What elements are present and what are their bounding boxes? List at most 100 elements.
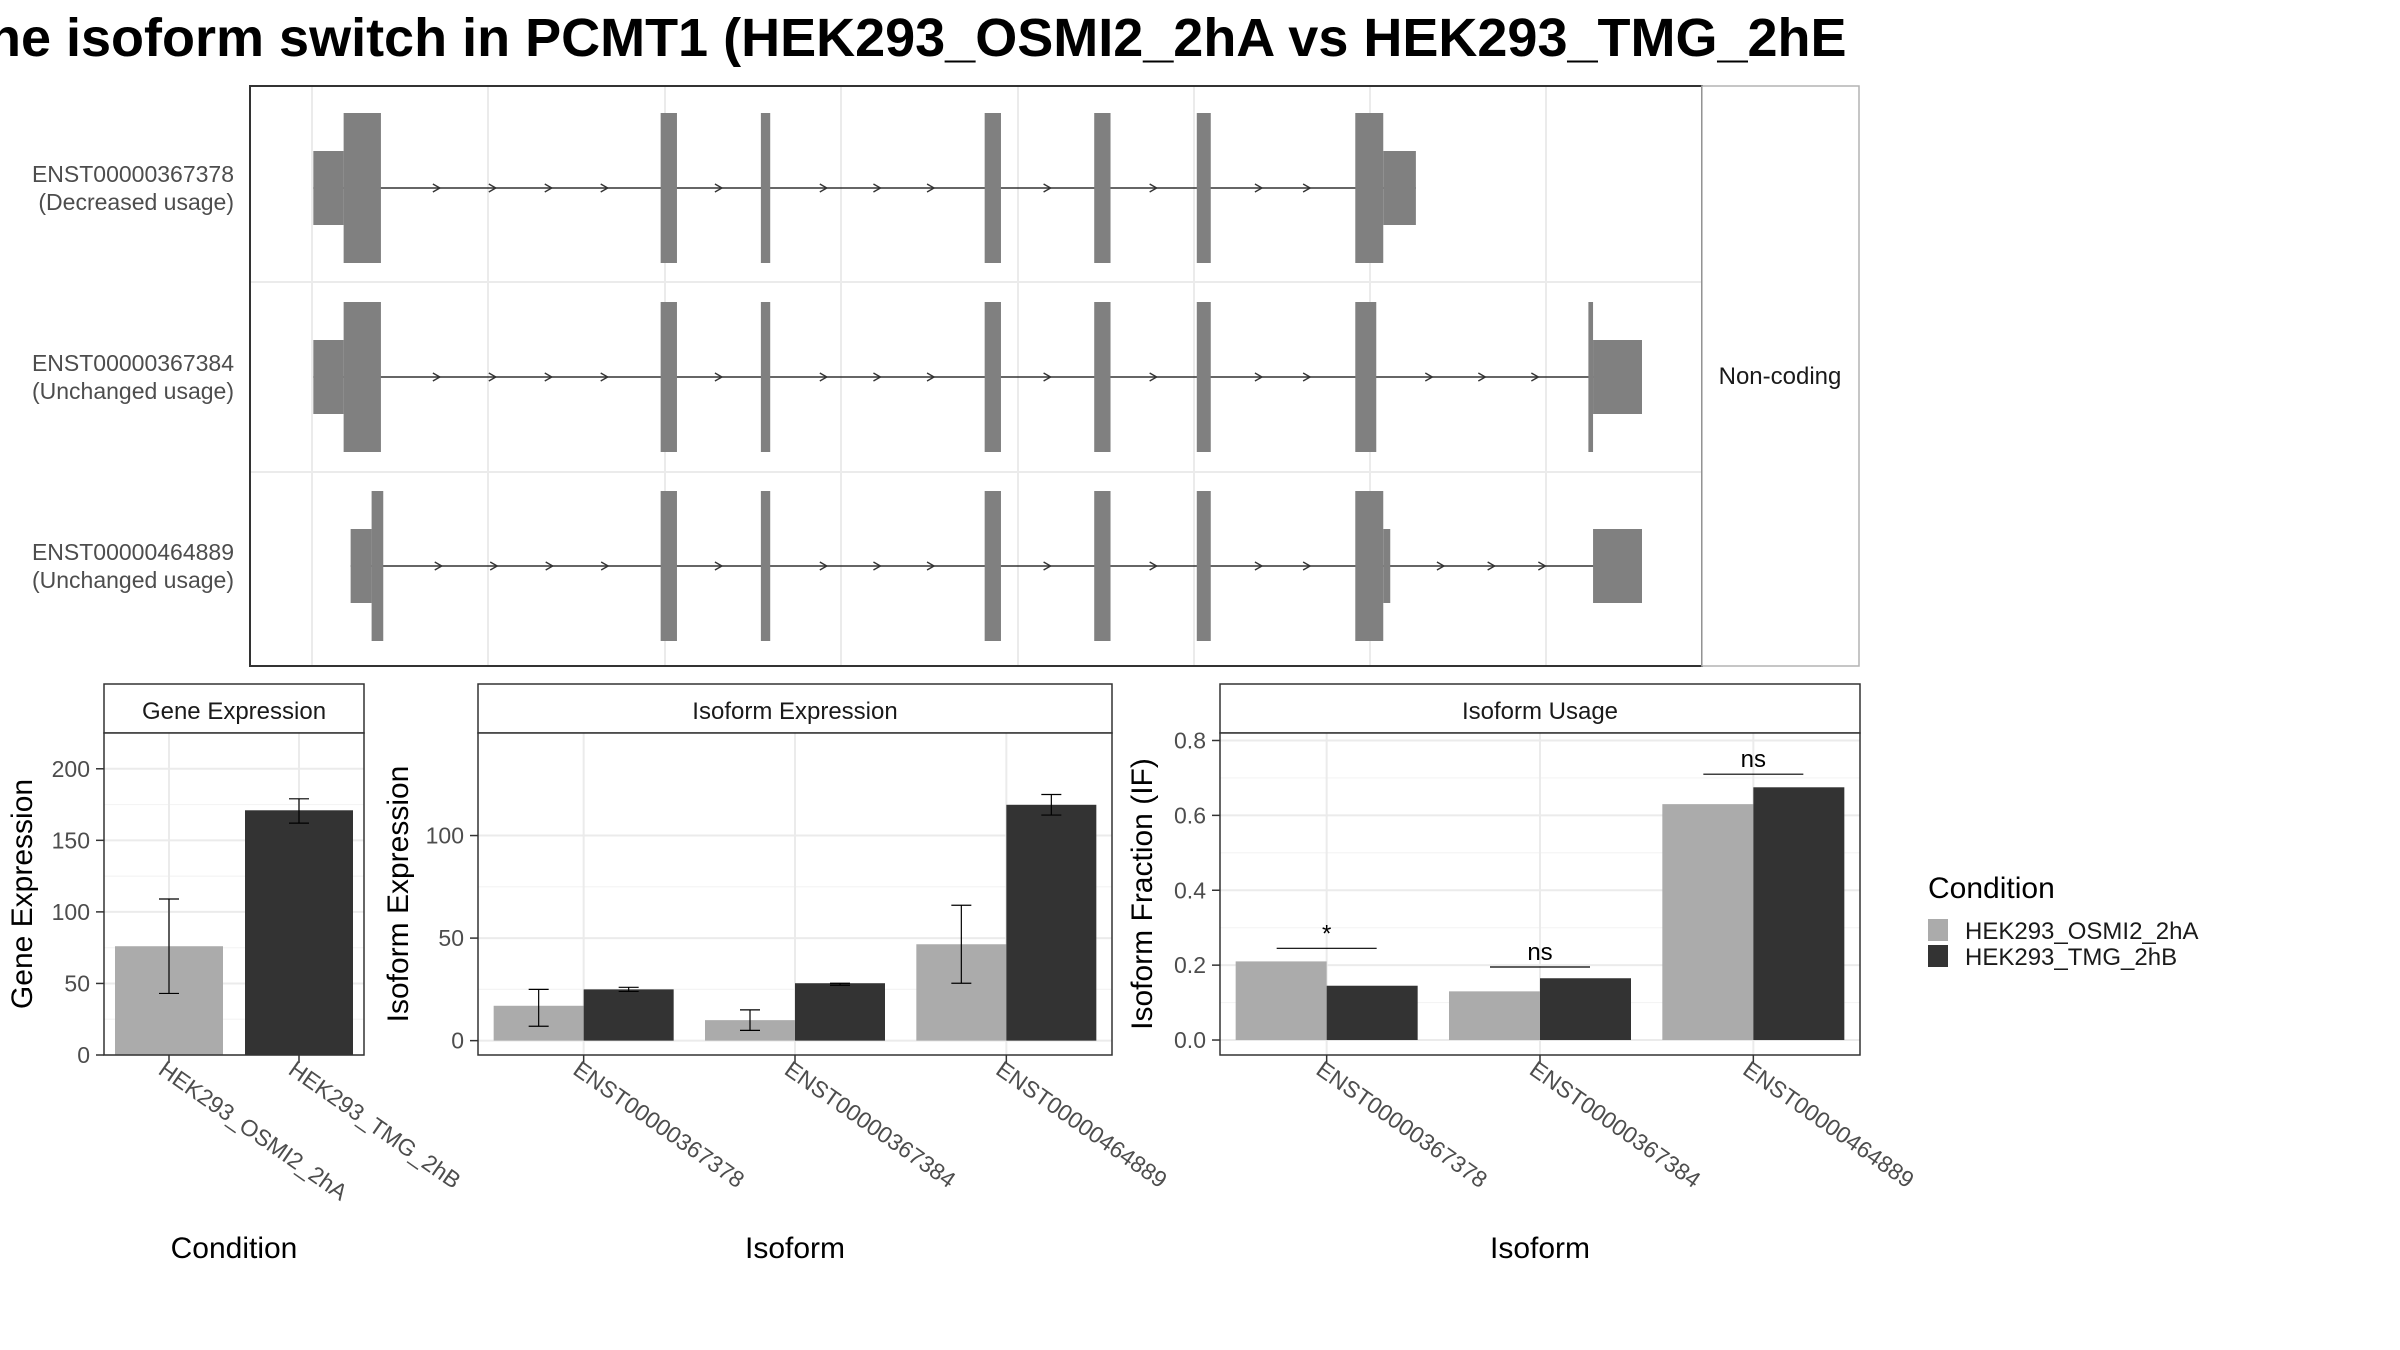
utr-exon — [350, 529, 372, 603]
coding-exon — [760, 113, 771, 263]
intron-arrow — [926, 561, 936, 571]
intron-arrow — [714, 372, 724, 382]
intron-arrow — [1043, 372, 1053, 382]
transcript-marks — [313, 113, 1642, 641]
transcript-labels: ENST00000367378(Decreased usage) ENST0000… — [32, 161, 234, 593]
y-tick-label: 0.0 — [1174, 1027, 1206, 1053]
intron-arrow — [1477, 372, 1487, 382]
coding-exon — [1094, 302, 1111, 452]
coding-exon — [1094, 113, 1111, 263]
transcript-structure-panel: Non-coding — [249, 85, 1860, 667]
intron-arrow — [1043, 183, 1053, 193]
intron-arrow — [1424, 372, 1434, 382]
coding-exon — [760, 491, 771, 641]
y-tick-label: 50 — [438, 925, 464, 951]
y-tick-label: 0.2 — [1174, 952, 1206, 978]
intron-arrow — [819, 372, 829, 382]
x-axis-label: Isoform — [1490, 1232, 1590, 1265]
significance-label: ns — [1741, 746, 1766, 773]
utr-exon — [1593, 529, 1642, 603]
y-tick-label: 100 — [52, 899, 90, 925]
intron-arrow — [488, 183, 498, 193]
utr-exon — [313, 340, 344, 414]
utr-exon — [313, 151, 344, 225]
y-tick-label: 0 — [451, 1028, 464, 1054]
intron-arrow — [926, 183, 936, 193]
intron-arrow — [873, 372, 882, 382]
transcript-label-ENST00000464889: ENST00000464889 — [32, 539, 234, 565]
intron-arrow — [873, 183, 882, 193]
intron-arrow — [1487, 561, 1497, 571]
coding-exon — [660, 302, 677, 452]
significance-label: ns — [1527, 939, 1552, 966]
intron-arrow — [1436, 561, 1446, 571]
transcript-ENST00000367378 — [313, 113, 1416, 263]
utr-exon — [1383, 151, 1416, 225]
intron-arrow — [432, 372, 442, 382]
intron-arrow — [1149, 372, 1159, 382]
chart-strip-title: Isoform Usage — [1462, 698, 1618, 725]
intron-arrow — [819, 183, 829, 193]
bar-HEK293_TMG_2hB-ENST00000367378 — [1326, 985, 1418, 1041]
coding-exon — [660, 113, 677, 263]
intron-arrow — [1538, 561, 1547, 571]
transcript-label-ENST00000367384: ENST00000367384 — [32, 350, 234, 376]
significance-label: * — [1322, 920, 1331, 947]
noncoding-strip-label: Non-coding — [1719, 363, 1842, 390]
intron-arrow — [488, 372, 498, 382]
chart-strip — [477, 683, 1113, 734]
coding-exon — [760, 302, 771, 452]
bar-HEK293_TMG_2hB-ENST00000464889 — [1006, 804, 1097, 1041]
legend-label-condition-b: HEK293_TMG_2hB — [1965, 944, 2177, 971]
intron-arrow — [544, 372, 554, 382]
y-tick-label: 0.8 — [1174, 727, 1206, 753]
transcript-label-ENST00000367378: ENST00000367378 — [32, 161, 234, 187]
chart-strip-title: Gene Expression — [142, 698, 326, 725]
utr-exon — [1593, 340, 1642, 414]
intron-arrow — [714, 561, 724, 571]
intron-arrow — [1302, 561, 1312, 571]
bar-HEK293_TMG_2hB-HEK293_TMG_2hB — [245, 810, 353, 1055]
bar-HEK293_TMG_2hB-ENST00000464889 — [1753, 787, 1845, 1041]
transcript-strip — [1701, 85, 1860, 667]
chart-strip-title: Isoform Expression — [692, 698, 897, 725]
coding-exon — [1196, 302, 1211, 452]
intron-arrow — [600, 183, 610, 193]
transcript-usage-label: (Unchanged usage) — [32, 567, 234, 593]
intron-arrow — [819, 561, 829, 571]
coding-exon — [343, 113, 381, 263]
y-axis-label: Isoform Fraction (IF) — [1126, 758, 1159, 1030]
y-axis-label: Gene Expression — [6, 779, 39, 1009]
bar-HEK293_TMG_2hB-ENST00000367384 — [1540, 978, 1631, 1041]
y-tick-label: 150 — [52, 827, 90, 853]
bar-HEK293_OSMI2_2hA-ENST00000464889 — [1662, 804, 1754, 1041]
bar-HEK293_OSMI2_2hA-ENST00000367378 — [1235, 961, 1327, 1041]
coding-exon — [1588, 302, 1594, 452]
intron-arrow — [1043, 561, 1053, 571]
coding-exon — [984, 113, 1001, 263]
y-axis-label: Isoform Expression — [382, 766, 415, 1023]
transcript-ENST00000367384 — [313, 302, 1642, 452]
coding-exon — [1196, 491, 1211, 641]
intron-arrow — [434, 561, 444, 571]
intron-arrow — [1254, 372, 1264, 382]
intron-arrow — [544, 183, 554, 193]
y-tick-label: 0 — [77, 1042, 90, 1068]
coding-exon — [984, 491, 1001, 641]
intron-arrow — [1149, 561, 1159, 571]
coding-exon — [1355, 302, 1377, 452]
intron-arrow — [600, 372, 610, 382]
coding-exon — [1196, 113, 1211, 263]
figure-title: he isoform switch in PCMT1 (HEK293_OSMI2… — [0, 8, 1847, 68]
intron-arrow — [432, 183, 442, 193]
transcript-usage-label: (Decreased usage) — [38, 189, 234, 215]
legend-key-condition-b — [1928, 945, 1948, 967]
intron-arrow — [873, 561, 882, 571]
x-axis-label: Isoform — [745, 1232, 845, 1265]
bar-HEK293_TMG_2hB-ENST00000367384 — [795, 983, 885, 1041]
legend-label-condition-a: HEK293_OSMI2_2hA — [1965, 918, 2198, 945]
y-tick-label: 200 — [52, 756, 90, 782]
transcript-usage-label: (Unchanged usage) — [32, 378, 234, 404]
intron-arrow — [1254, 561, 1264, 571]
